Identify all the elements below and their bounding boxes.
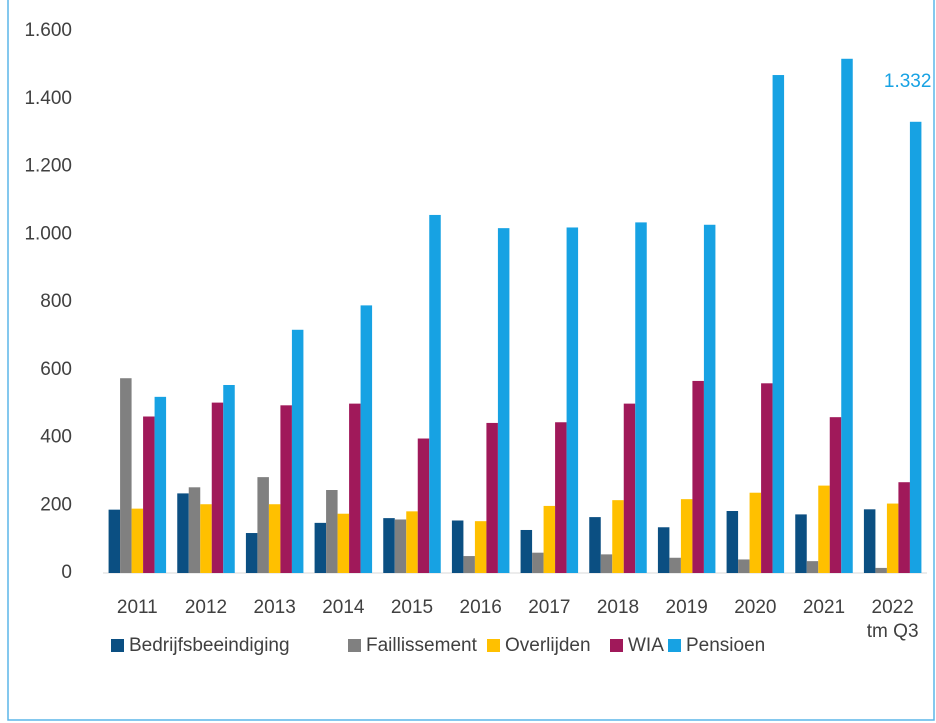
- bar: [863, 509, 876, 573]
- bar: [406, 511, 418, 573]
- bar: [886, 503, 899, 573]
- bar: [337, 513, 350, 573]
- legend-label: Bedrijfsbeeindiging: [129, 635, 290, 656]
- bar: [841, 58, 853, 573]
- x-tick-label: 2019: [665, 597, 708, 618]
- data-label: 1.332: [884, 71, 932, 92]
- bar: [257, 477, 269, 573]
- x-tick-label: 2015: [390, 597, 434, 618]
- bar: [623, 403, 636, 573]
- x-tick-label: 2020: [734, 597, 777, 618]
- y-tick-label: 1.600: [24, 20, 72, 41]
- bar: [143, 416, 155, 573]
- bar: [612, 500, 624, 573]
- bar: [417, 438, 430, 573]
- y-tick-label: 600: [40, 359, 72, 380]
- bar: [486, 422, 498, 573]
- bar: [451, 520, 464, 573]
- legend-label: Overlijden: [505, 635, 591, 656]
- bar: [635, 222, 647, 574]
- bar: [497, 228, 510, 573]
- bar: [566, 227, 579, 573]
- x-tick-label: 2016: [459, 597, 502, 618]
- y-tick-label: 200: [40, 494, 72, 515]
- bar: [875, 567, 887, 573]
- bar: [474, 521, 487, 573]
- x-tick-label: 2017: [528, 597, 571, 618]
- frame: [7, 0, 935, 721]
- bar: [188, 487, 201, 573]
- y-tick-label: 400: [40, 427, 72, 448]
- bar: [749, 492, 762, 573]
- y-tick-label: 1.400: [24, 88, 72, 109]
- bar: [726, 511, 739, 573]
- bar: [829, 417, 842, 573]
- bar: [772, 75, 785, 573]
- bar: [131, 508, 144, 573]
- legend-label: WIA: [628, 635, 664, 656]
- bar: [463, 556, 475, 573]
- x-tick-label: 2011: [116, 597, 158, 618]
- y-tick-label: 1.000: [24, 223, 72, 244]
- legend-swatch: [668, 639, 681, 652]
- y-tick-label: 1.200: [24, 156, 72, 177]
- bar: [600, 554, 613, 573]
- legend-swatch: [348, 639, 361, 652]
- bar: [806, 561, 819, 573]
- bar: [268, 504, 281, 573]
- bar: [154, 396, 167, 573]
- legend-swatch: [487, 639, 500, 652]
- bar: [680, 499, 693, 573]
- bar: [898, 482, 910, 573]
- bar: [177, 493, 189, 573]
- bar: [909, 121, 922, 573]
- bar: [761, 383, 773, 573]
- y-tick-label: 800: [40, 291, 72, 312]
- bar: [245, 533, 258, 573]
- bar: [795, 514, 807, 573]
- bar: [543, 505, 556, 573]
- bar: [223, 384, 235, 573]
- bar: [108, 509, 121, 573]
- x-tick-label: 2022 tm Q3: [866, 597, 919, 642]
- bar: [394, 519, 407, 573]
- x-tick-label: 2014: [322, 597, 365, 618]
- bar: [589, 517, 601, 573]
- bar: [555, 422, 567, 573]
- bar: [703, 224, 716, 573]
- bar: [669, 557, 681, 573]
- bar: [520, 529, 533, 573]
- legend-label: Faillissement: [366, 635, 478, 656]
- bar: [280, 405, 292, 573]
- x-tick-label: 2018: [596, 597, 640, 618]
- bar: [738, 559, 750, 573]
- y-tick-label: 0: [61, 562, 72, 583]
- bar: [532, 552, 544, 573]
- bar: [314, 522, 327, 573]
- bar: [692, 380, 704, 573]
- bar: [211, 402, 224, 573]
- bar: [326, 490, 338, 573]
- x-tick-label: 2021: [802, 597, 846, 618]
- bar: [818, 485, 830, 573]
- bar: [291, 329, 304, 573]
- bar: [120, 378, 132, 573]
- bar: [657, 527, 670, 573]
- x-tick-label: 2013: [253, 597, 296, 618]
- bar: [429, 214, 441, 573]
- x-tick-label: 2012: [184, 597, 228, 618]
- bar: [349, 403, 361, 573]
- legend-swatch: [111, 639, 124, 652]
- bar: [360, 305, 373, 573]
- bar: [200, 504, 212, 573]
- legend-label: Pensioen: [686, 635, 765, 656]
- bar: [383, 518, 395, 573]
- legend-swatch: [610, 639, 623, 652]
